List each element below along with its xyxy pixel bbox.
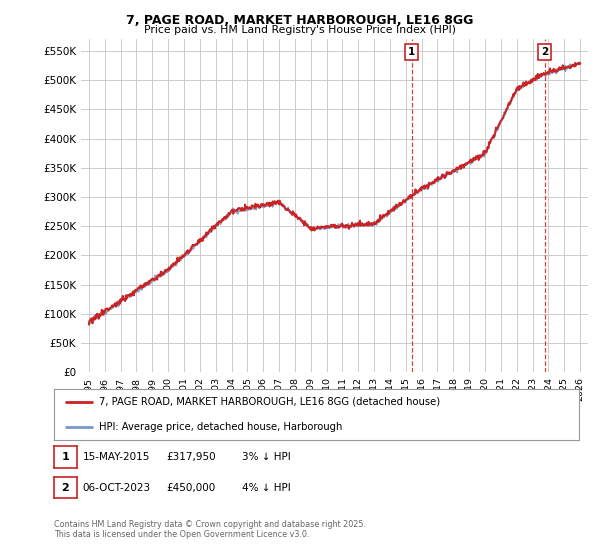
Text: 1: 1 bbox=[62, 452, 69, 462]
Text: HPI: Average price, detached house, Harborough: HPI: Average price, detached house, Harb… bbox=[98, 422, 342, 432]
Text: 1: 1 bbox=[408, 47, 415, 57]
Text: 15-MAY-2015: 15-MAY-2015 bbox=[83, 452, 150, 462]
Text: 4% ↓ HPI: 4% ↓ HPI bbox=[242, 483, 290, 493]
Text: £450,000: £450,000 bbox=[167, 483, 216, 493]
Text: 7, PAGE ROAD, MARKET HARBOROUGH, LE16 8GG: 7, PAGE ROAD, MARKET HARBOROUGH, LE16 8G… bbox=[127, 14, 473, 27]
Text: £317,950: £317,950 bbox=[167, 452, 217, 462]
Text: Price paid vs. HM Land Registry's House Price Index (HPI): Price paid vs. HM Land Registry's House … bbox=[144, 25, 456, 35]
Text: 3% ↓ HPI: 3% ↓ HPI bbox=[242, 452, 290, 462]
Text: Contains HM Land Registry data © Crown copyright and database right 2025.
This d: Contains HM Land Registry data © Crown c… bbox=[54, 520, 366, 539]
Text: 7, PAGE ROAD, MARKET HARBOROUGH, LE16 8GG (detached house): 7, PAGE ROAD, MARKET HARBOROUGH, LE16 8G… bbox=[98, 397, 440, 407]
Text: 2: 2 bbox=[62, 483, 69, 493]
Text: 06-OCT-2023: 06-OCT-2023 bbox=[83, 483, 151, 493]
Text: 2: 2 bbox=[541, 47, 548, 57]
